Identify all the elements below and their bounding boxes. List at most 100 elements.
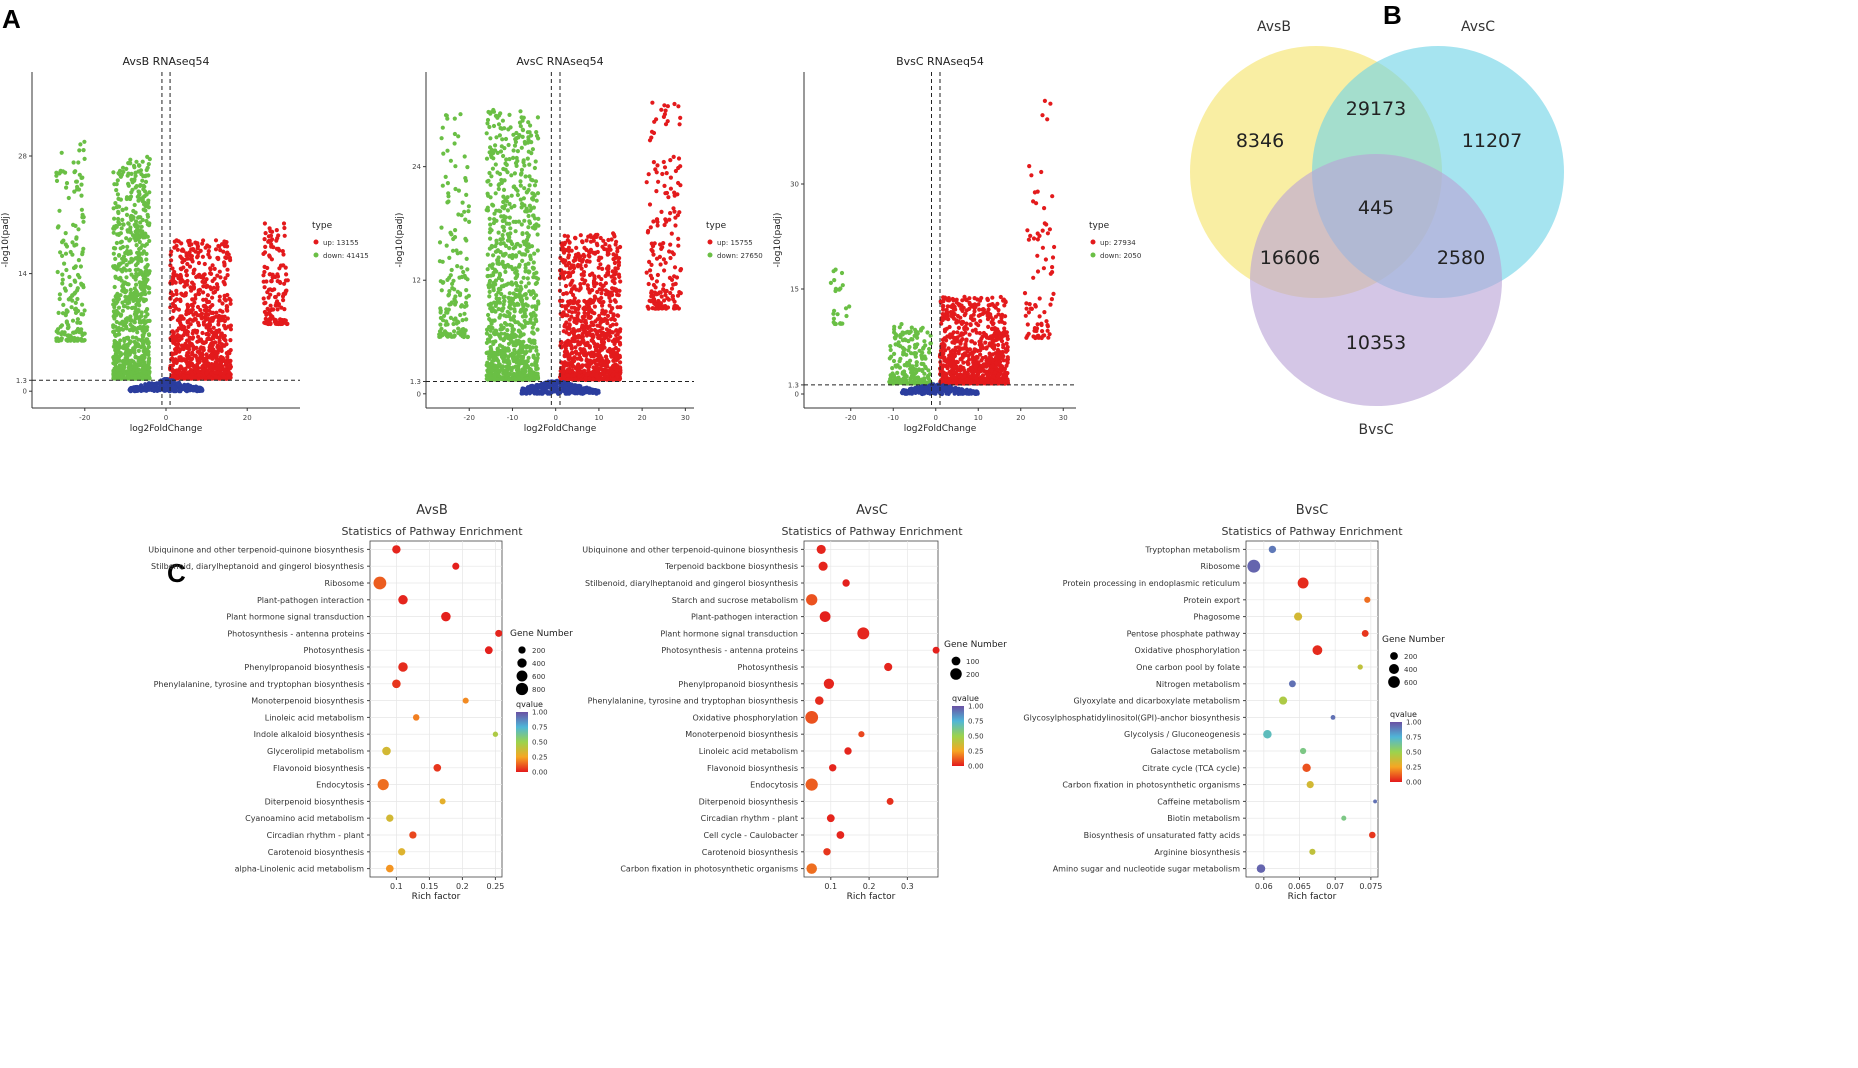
up-point — [195, 362, 200, 367]
down-point — [498, 209, 503, 214]
down-point — [508, 322, 513, 327]
down-point — [120, 207, 125, 213]
down-point — [523, 265, 528, 271]
down-point — [452, 141, 457, 146]
up-point — [605, 250, 611, 255]
y-tick-label: 0 — [417, 390, 421, 398]
up-point — [582, 347, 587, 352]
down-point — [510, 356, 516, 361]
none-point — [177, 389, 182, 394]
down-point — [111, 357, 117, 362]
up-point — [598, 353, 603, 358]
up-point — [579, 319, 584, 324]
down-point — [112, 366, 117, 371]
down-point — [507, 157, 512, 162]
down-point — [71, 222, 76, 227]
up-point — [612, 260, 618, 266]
down-point — [486, 178, 491, 183]
up-point — [663, 108, 668, 113]
down-point — [132, 165, 137, 170]
up-point — [615, 313, 620, 318]
up-point — [588, 314, 593, 320]
up-point — [578, 233, 583, 238]
down-point — [518, 172, 524, 177]
up-point — [204, 352, 209, 357]
down-point — [124, 262, 129, 268]
up-point — [676, 243, 681, 248]
none-point — [194, 388, 199, 393]
up-point — [676, 180, 681, 186]
down-point — [140, 234, 145, 239]
up-point — [574, 245, 579, 250]
down-point — [493, 328, 498, 333]
up-point — [562, 240, 568, 245]
up-point — [662, 103, 667, 108]
down-point — [146, 332, 151, 337]
up-point — [225, 351, 230, 356]
down-point — [518, 179, 523, 184]
up-point — [279, 321, 284, 326]
down-point — [493, 249, 498, 254]
down-point — [467, 219, 472, 224]
up-point — [275, 320, 280, 326]
up-point — [187, 347, 192, 352]
down-point — [489, 245, 494, 250]
down-point — [456, 188, 461, 193]
up-point — [661, 159, 666, 165]
down-point — [112, 313, 117, 318]
down-point — [494, 218, 499, 223]
down-point — [520, 360, 525, 365]
up-point — [567, 273, 573, 278]
down-point — [117, 231, 122, 237]
down-point — [459, 265, 464, 270]
up-point — [261, 273, 266, 278]
down-point — [125, 316, 130, 321]
up-point — [214, 354, 219, 359]
down-point — [496, 286, 501, 292]
down-point — [499, 144, 504, 149]
down-point — [508, 366, 513, 371]
up-point — [195, 246, 200, 251]
up-point — [178, 254, 183, 259]
up-point — [206, 316, 211, 321]
up-point — [591, 298, 597, 303]
down-point — [525, 156, 530, 161]
down-point — [71, 160, 76, 165]
down-point — [63, 231, 68, 236]
up-point — [654, 189, 659, 194]
up-point — [661, 241, 666, 246]
up-point — [618, 244, 623, 250]
down-point — [78, 264, 83, 269]
down-point — [491, 123, 497, 129]
down-point — [460, 332, 465, 337]
down-point — [485, 274, 490, 279]
up-point — [575, 313, 580, 318]
down-point — [496, 186, 501, 192]
down-point — [520, 325, 525, 330]
down-point — [491, 253, 496, 258]
up-point — [204, 284, 209, 290]
up-point — [200, 353, 205, 358]
up-point — [182, 376, 187, 381]
down-point — [119, 226, 124, 231]
down-point — [463, 178, 469, 183]
up-point — [573, 306, 578, 311]
down-point — [500, 137, 505, 142]
down-point — [82, 156, 87, 161]
up-point — [567, 317, 572, 322]
down-point — [503, 370, 508, 375]
up-point — [198, 248, 203, 253]
down-point — [142, 366, 147, 371]
y-axis-label: -log10(padj) — [395, 213, 405, 268]
none-point — [127, 387, 132, 393]
up-point — [188, 285, 193, 290]
down-point — [122, 336, 127, 341]
down-point — [494, 135, 499, 140]
up-point — [179, 241, 184, 246]
down-point — [462, 311, 467, 316]
down-point — [497, 182, 502, 187]
up-point — [671, 206, 676, 211]
up-point — [612, 298, 617, 303]
up-point — [592, 311, 597, 316]
up-point — [206, 326, 211, 331]
